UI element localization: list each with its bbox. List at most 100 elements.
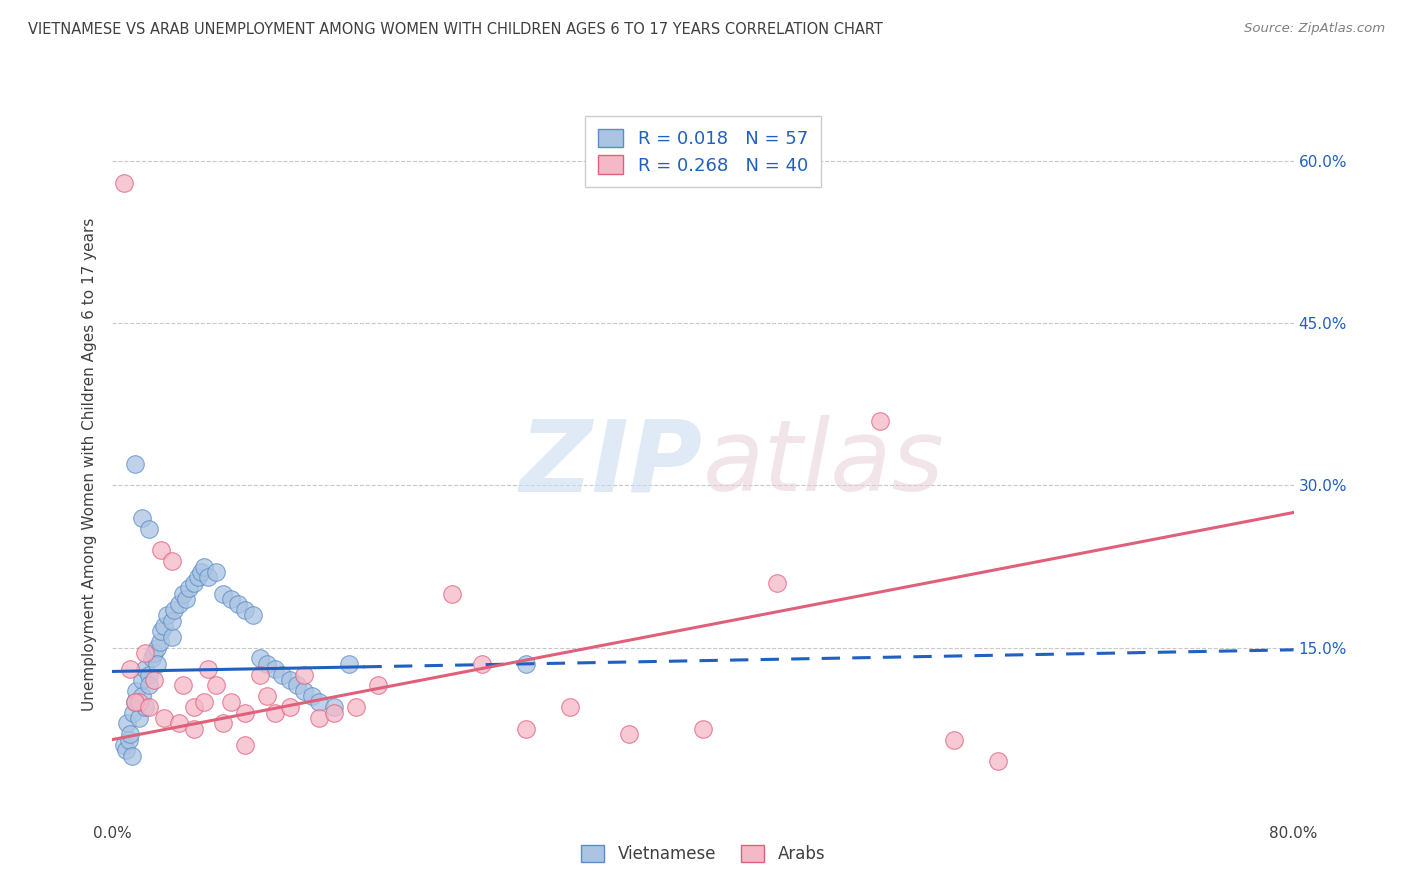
Point	[160, 630, 183, 644]
Point	[112, 738, 135, 752]
Point	[278, 700, 301, 714]
Point	[869, 414, 891, 428]
Point	[150, 543, 173, 558]
Point	[150, 624, 173, 639]
Text: atlas: atlas	[703, 416, 945, 512]
Point	[619, 727, 641, 741]
Point	[558, 700, 582, 714]
Point	[131, 511, 153, 525]
Point	[120, 662, 142, 676]
Point	[120, 727, 142, 741]
Point	[156, 608, 179, 623]
Point	[193, 695, 215, 709]
Point	[124, 457, 146, 471]
Point	[264, 662, 287, 676]
Point	[987, 754, 1010, 768]
Point	[344, 700, 367, 714]
Point	[212, 586, 235, 600]
Point	[153, 619, 176, 633]
Point	[942, 732, 965, 747]
Point	[134, 700, 156, 714]
Point	[226, 598, 249, 612]
Point	[121, 748, 143, 763]
Point	[285, 678, 308, 692]
Point	[233, 706, 256, 720]
Point	[124, 695, 146, 709]
Point	[138, 522, 160, 536]
Point	[219, 592, 242, 607]
Point	[233, 738, 256, 752]
Point	[301, 690, 323, 704]
Point	[308, 711, 330, 725]
Point	[138, 667, 160, 681]
Point	[134, 662, 156, 676]
Point	[187, 570, 209, 584]
Point	[242, 608, 264, 623]
Point	[183, 700, 205, 714]
Point	[292, 667, 315, 681]
Point	[141, 651, 163, 665]
Point	[117, 716, 138, 731]
Point	[131, 690, 153, 704]
Point	[149, 635, 172, 649]
Point	[193, 559, 215, 574]
Text: Source: ZipAtlas.com: Source: ZipAtlas.com	[1244, 22, 1385, 36]
Y-axis label: Unemployment Among Women with Children Ages 6 to 17 years: Unemployment Among Women with Children A…	[82, 217, 97, 711]
Point	[142, 646, 165, 660]
Point	[197, 662, 219, 676]
Point	[167, 598, 190, 612]
Point	[249, 667, 271, 681]
Point	[160, 554, 183, 568]
Point	[124, 695, 146, 709]
Point	[264, 706, 287, 720]
Point	[138, 700, 160, 714]
Point	[205, 565, 228, 579]
Point	[160, 614, 183, 628]
Point	[256, 657, 278, 671]
Point	[515, 722, 537, 736]
Point	[122, 706, 145, 720]
Point	[692, 722, 714, 736]
Point	[197, 570, 219, 584]
Point	[174, 592, 197, 607]
Point	[131, 673, 153, 687]
Text: VIETNAMESE VS ARAB UNEMPLOYMENT AMONG WOMEN WITH CHILDREN AGES 6 TO 17 YEARS COR: VIETNAMESE VS ARAB UNEMPLOYMENT AMONG WO…	[28, 22, 883, 37]
Point	[172, 678, 194, 692]
Point	[153, 711, 176, 725]
Point	[125, 684, 148, 698]
Point	[470, 657, 494, 671]
Point	[112, 176, 135, 190]
Point	[323, 700, 346, 714]
Point	[308, 695, 330, 709]
Point	[142, 673, 165, 687]
Legend: Vietnamese, Arabs: Vietnamese, Arabs	[574, 838, 832, 870]
Point	[367, 678, 389, 692]
Point	[441, 586, 464, 600]
Point	[292, 684, 315, 698]
Point	[172, 586, 194, 600]
Point	[256, 690, 278, 704]
Point	[128, 695, 150, 709]
Point	[190, 565, 212, 579]
Point	[138, 678, 160, 692]
Point	[183, 575, 205, 590]
Point	[118, 732, 141, 747]
Point	[146, 657, 169, 671]
Point	[271, 667, 294, 681]
Point	[167, 716, 190, 731]
Point	[219, 695, 242, 709]
Point	[134, 646, 156, 660]
Point	[337, 657, 360, 671]
Point	[323, 706, 346, 720]
Text: ZIP: ZIP	[520, 416, 703, 512]
Point	[128, 711, 150, 725]
Point	[183, 722, 205, 736]
Point	[249, 651, 271, 665]
Point	[146, 640, 169, 655]
Point	[205, 678, 228, 692]
Point	[179, 581, 201, 595]
Point	[212, 716, 235, 731]
Point	[114, 743, 136, 757]
Point	[163, 603, 186, 617]
Point	[278, 673, 301, 687]
